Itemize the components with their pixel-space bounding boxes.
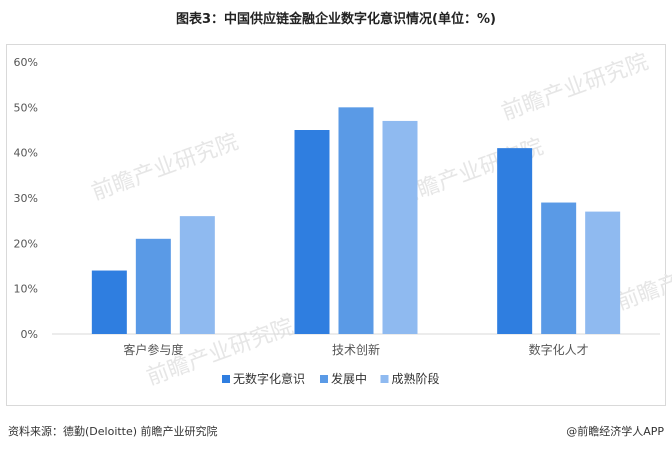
bar xyxy=(179,216,215,334)
y-tick-label: 10% xyxy=(14,283,38,296)
y-tick-label: 20% xyxy=(14,237,38,250)
y-tick-label: 30% xyxy=(14,192,38,205)
bar xyxy=(338,107,374,334)
watermark-text: 前瞻产业研究院 xyxy=(499,49,652,125)
bar xyxy=(541,202,577,334)
bar xyxy=(294,130,330,334)
bar xyxy=(91,270,127,334)
watermark-text: 前瞻产业研究院 xyxy=(614,239,672,315)
legend-label: 无数字化意识 xyxy=(233,371,305,386)
y-tick-label: 60% xyxy=(14,56,38,69)
legend-label: 成熟阶段 xyxy=(392,371,440,386)
legend-swatch xyxy=(320,375,328,383)
bar xyxy=(382,120,418,334)
legend-swatch xyxy=(222,375,230,383)
legend-label: 发展中 xyxy=(331,371,367,386)
x-tick-label: 客户参与度 xyxy=(123,342,183,357)
watermark-text: 前瞻产业研究院 xyxy=(89,129,242,205)
legend-swatch xyxy=(380,375,389,383)
x-tick-label: 数字化人才 xyxy=(529,342,589,357)
bar xyxy=(585,211,621,334)
credit-note: @前瞻经济学人APP xyxy=(566,425,664,438)
chart-title: 图表3：中国供应链金融企业数字化意识情况(单位：%) xyxy=(176,12,496,27)
bar xyxy=(135,238,171,334)
y-tick-label: 0% xyxy=(21,328,38,341)
bar xyxy=(497,148,533,334)
source-note: 资料来源：德勤(Deloitte) 前瞻产业研究院 xyxy=(8,425,218,438)
y-tick-label: 50% xyxy=(14,101,38,114)
x-tick-label: 技术创新 xyxy=(332,342,380,357)
y-tick-label: 40% xyxy=(14,147,38,160)
